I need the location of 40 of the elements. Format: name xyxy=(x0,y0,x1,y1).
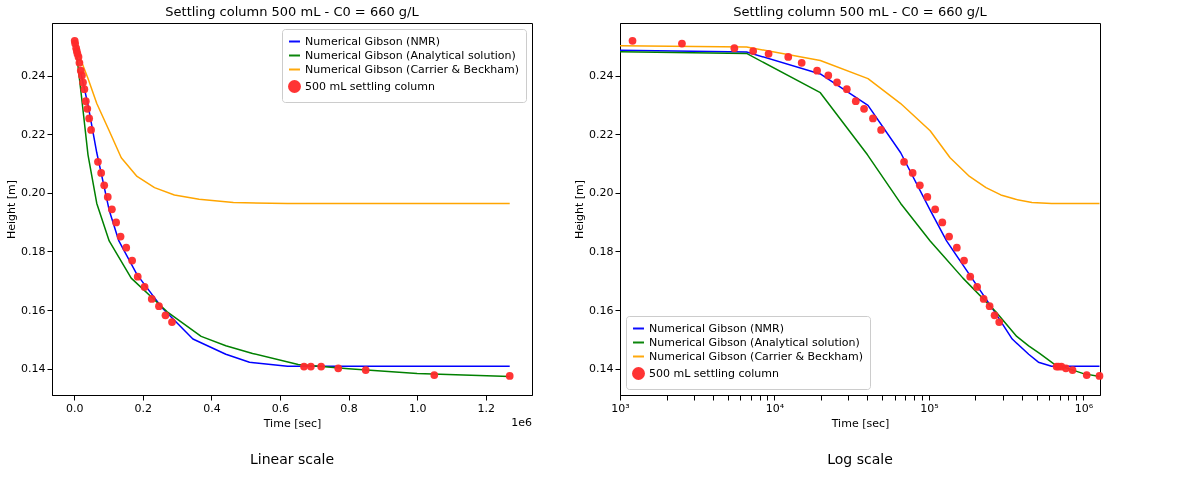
y-tick-label: 0.20 xyxy=(589,186,614,200)
y-tick-label: 0.16 xyxy=(589,303,614,317)
legend-label: 500 mL settling column xyxy=(649,366,780,380)
x-tick-label: 1.0 xyxy=(408,401,427,415)
legend-label: 500 mL settling column xyxy=(305,79,436,93)
y-tick-label: 0.14 xyxy=(21,362,46,376)
text: Linear scale xyxy=(249,451,335,467)
legend-label: Numerical Gibson (Carrier & Beckham) xyxy=(305,62,520,76)
legend-label: Numerical Gibson (NMR) xyxy=(305,34,441,48)
x-tick-label: 1.2 xyxy=(477,401,495,415)
chart-title: Settling column 500 mL - C0 = 660 g/L xyxy=(733,4,988,19)
legend-label: Numerical Gibson (NMR) xyxy=(649,321,785,335)
y-tick-label: 0.20 xyxy=(21,186,46,200)
y-tick-label: 0.22 xyxy=(589,127,614,141)
y-tick-label: 0.22 xyxy=(21,127,46,141)
y-tick-label: 0.14 xyxy=(589,362,614,376)
y-axis-title: Height [m] xyxy=(5,179,19,240)
x-tick-label: 10⁵ xyxy=(920,401,939,415)
legend-label: Numerical Gibson (Analytical solution) xyxy=(649,335,860,349)
chart-title: Settling column 500 mL - C0 = 660 g/L xyxy=(165,4,420,19)
y-tick-label: 0.16 xyxy=(21,303,46,317)
x-tick-label: 10⁶ xyxy=(1074,401,1094,415)
x-tick-label: 0.0 xyxy=(66,401,84,415)
x-tick-label: 10⁴ xyxy=(765,401,785,415)
y-tick-label: 0.24 xyxy=(21,69,46,83)
y-axis-title: Height [m] xyxy=(573,179,587,240)
y-tick-label: 0.24 xyxy=(589,69,614,83)
legend-label: Numerical Gibson (Carrier & Beckham) xyxy=(649,349,864,363)
x-axis-title: Time [sec] xyxy=(830,416,890,430)
text: Log scale xyxy=(827,451,893,467)
x-axis-title: Time [sec] xyxy=(262,416,322,430)
legend-label: Numerical Gibson (Analytical solution) xyxy=(305,48,516,62)
x-tick-label: 0.2 xyxy=(134,401,153,415)
x-tick-label: 10³ xyxy=(611,401,630,415)
x-tick-label: 0.4 xyxy=(203,401,221,415)
y-tick-label: 0.18 xyxy=(589,244,614,258)
x-tick-label: 0.6 xyxy=(271,401,290,415)
text: 1e6 xyxy=(511,416,532,429)
x-tick-label: 0.8 xyxy=(340,401,358,415)
y-tick-label: 0.18 xyxy=(21,244,46,258)
